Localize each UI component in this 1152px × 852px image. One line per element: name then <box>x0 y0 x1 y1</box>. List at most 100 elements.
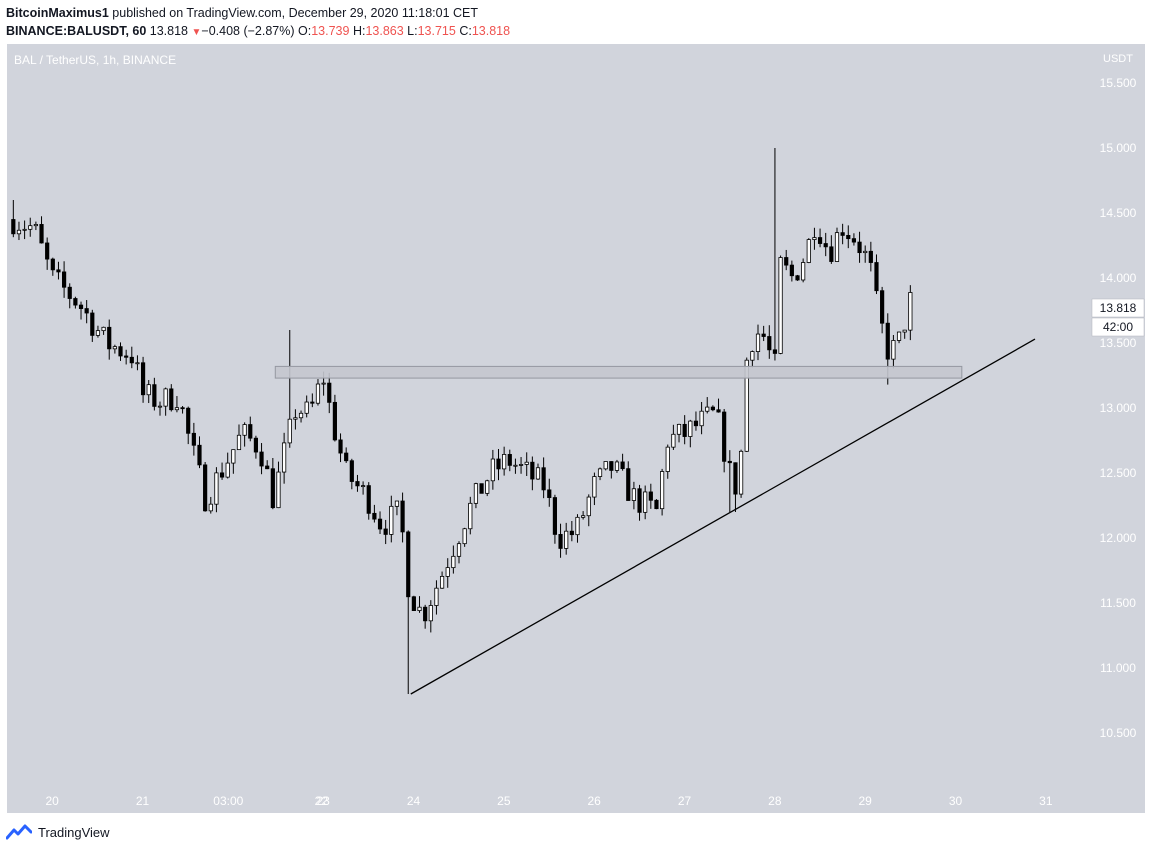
price-tick-labels: 10.500 11.000 11.500 12.000 12.500 13.000 13.5… <box>1100 76 1137 740</box>
candle-body <box>812 237 817 240</box>
candle-body <box>90 312 95 336</box>
candle-body <box>767 336 772 351</box>
candle-body <box>16 229 22 235</box>
time-tick-label: 28 <box>768 794 782 808</box>
candle-body <box>423 606 428 622</box>
candle-body <box>801 262 806 281</box>
candle-body <box>28 225 33 230</box>
candle-body <box>445 567 450 577</box>
candles-group <box>11 148 913 694</box>
close-label: C: <box>459 24 472 38</box>
candle-body <box>242 424 247 436</box>
candle-body <box>829 246 834 262</box>
candle-body <box>626 468 631 501</box>
candle-body <box>581 515 586 518</box>
candle-body <box>344 452 349 462</box>
time-tick-label: 31 <box>1039 794 1053 808</box>
time-tick-label: 03:00 <box>213 794 243 808</box>
candle-body <box>733 462 738 495</box>
candle-body <box>451 555 456 569</box>
candle-body <box>174 407 180 411</box>
price-tick-label: 13.000 <box>1100 401 1137 415</box>
candle-body <box>259 451 264 467</box>
down-arrow-icon: ▼ <box>191 27 202 38</box>
candle-body <box>107 326 112 350</box>
candle-body <box>874 262 879 292</box>
candle-body <box>552 497 558 535</box>
price-tick-label: 12.500 <box>1100 466 1137 480</box>
candle-body <box>310 401 315 404</box>
candle-body <box>265 465 270 470</box>
open-value: 13.739 <box>311 24 350 38</box>
candle-body <box>569 530 574 536</box>
brand-name[interactable]: TradingView <box>38 824 110 840</box>
ascending-trendline <box>410 338 1036 695</box>
candle-body <box>231 449 236 464</box>
candle-body <box>282 442 287 473</box>
candle-body <box>671 433 676 448</box>
candle-body <box>547 489 552 498</box>
candle-body <box>372 512 377 520</box>
candle-body <box>434 587 439 606</box>
candle-body <box>394 500 400 507</box>
candle-body <box>73 298 78 306</box>
plot-area[interactable] <box>7 44 1091 785</box>
time-axis[interactable] <box>7 785 1091 813</box>
candle-body <box>648 491 653 501</box>
candle-body <box>95 330 101 336</box>
footer: TradingView <box>6 824 110 840</box>
axis-corner <box>1091 785 1145 813</box>
candle-body <box>152 384 157 407</box>
candle-body <box>485 480 490 494</box>
candle-body <box>400 500 405 533</box>
candle-body <box>293 417 298 420</box>
candle-body <box>332 401 337 441</box>
candle-body <box>603 461 608 470</box>
candle-body <box>891 340 896 360</box>
candle-body <box>722 411 727 462</box>
time-tick-label: 23 <box>316 794 330 808</box>
low-label: L: <box>407 24 418 38</box>
candle-body <box>614 461 620 471</box>
candle-body <box>124 355 129 358</box>
candle-body <box>840 232 845 236</box>
candle-body <box>727 460 732 464</box>
candle-body <box>473 483 479 504</box>
candle-body <box>778 257 783 354</box>
candle-body <box>502 454 507 470</box>
candle-body <box>456 543 462 557</box>
author-name[interactable]: BitcoinMaximus1 <box>6 6 109 20</box>
time-tick-label: 30 <box>949 794 963 808</box>
candle-body <box>518 464 524 466</box>
candle-body <box>411 596 416 611</box>
price-tick-label: 14.000 <box>1100 271 1137 285</box>
candle-body <box>705 406 710 412</box>
tradingview-logo-icon[interactable] <box>6 824 32 840</box>
candle-body <box>45 242 50 260</box>
candle-body <box>643 491 648 513</box>
candle-body <box>699 410 704 427</box>
candle-body <box>902 329 907 333</box>
price-tick-label: 12.000 <box>1100 531 1137 545</box>
drawings-group <box>274 338 1036 695</box>
candle-body <box>112 346 117 350</box>
candle-body <box>789 264 794 277</box>
candle-body <box>654 499 659 510</box>
candle-body <box>462 528 467 545</box>
candle-body <box>744 359 749 452</box>
candle-body <box>880 290 885 324</box>
high-value: 13.863 <box>365 24 404 38</box>
candle-body <box>846 235 851 240</box>
candle-body <box>575 516 580 536</box>
price-axis[interactable] <box>1091 44 1145 785</box>
high-label: H: <box>352 24 366 38</box>
time-tick-label: 21 <box>136 794 150 808</box>
candle-body <box>39 224 44 244</box>
candle-body <box>439 575 445 589</box>
candle-body <box>592 476 597 498</box>
candle-body <box>406 531 411 598</box>
candle-body <box>710 406 715 411</box>
candle-body <box>197 444 202 466</box>
